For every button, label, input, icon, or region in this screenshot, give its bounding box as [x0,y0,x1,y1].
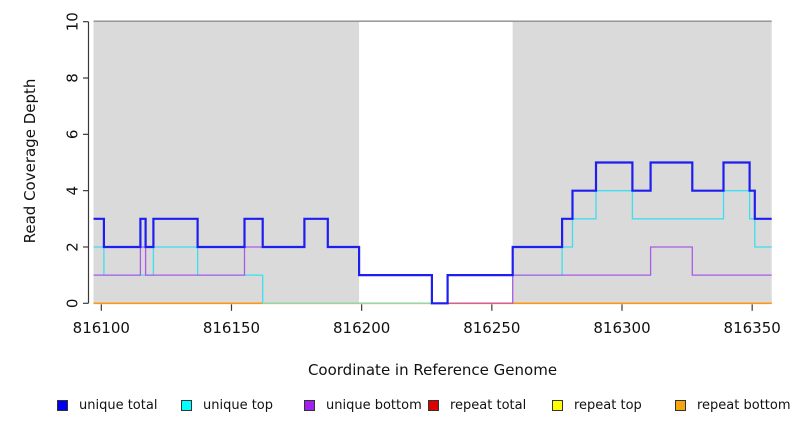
repeat-bottom-swatch-icon [675,400,686,411]
unique-bottom-swatch-icon [304,400,315,411]
svg-text:816200: 816200 [333,319,390,337]
legend-item-repeat-total: repeat total [428,398,526,413]
unique-total-swatch-icon [57,400,68,411]
svg-text:0: 0 [64,299,82,309]
svg-text:816100: 816100 [73,319,130,337]
x-axis-title: Coordinate in Reference Genome [307,361,558,379]
repeat-top-swatch-icon [552,400,563,411]
legend-item-unique-bottom: unique bottom [304,398,422,413]
legend-label: repeat bottom [697,398,791,413]
svg-text:6: 6 [64,130,82,140]
repeat-total-swatch-icon [428,400,439,411]
legend-item-repeat-top: repeat top [552,398,642,413]
svg-text:2: 2 [64,242,82,252]
legend-item-unique-total: unique total [57,398,157,413]
legend-item-unique-top: unique top [181,398,273,413]
svg-text:816350: 816350 [724,319,781,337]
svg-text:816300: 816300 [593,319,650,337]
unique-top-swatch-icon [181,400,192,411]
svg-text:10: 10 [64,12,82,31]
legend-item-repeat-bottom: repeat bottom [675,398,791,413]
svg-text:4: 4 [64,186,82,196]
legend-label: unique bottom [326,398,422,413]
legend-label: unique top [203,398,274,413]
svg-text:816150: 816150 [203,319,260,337]
svg-text:8: 8 [64,73,82,83]
coverage-plot-canvas: 0 2 4 6 8 10 816100 816150 816200 816250 816300 816… [64,12,781,337]
legend-label: repeat top [574,398,642,413]
legend-label: repeat total [450,398,527,413]
svg-text:816250: 816250 [463,319,520,337]
legend-label: unique total [79,398,158,413]
y-axis-title: Read Coverage Depth [21,78,39,244]
